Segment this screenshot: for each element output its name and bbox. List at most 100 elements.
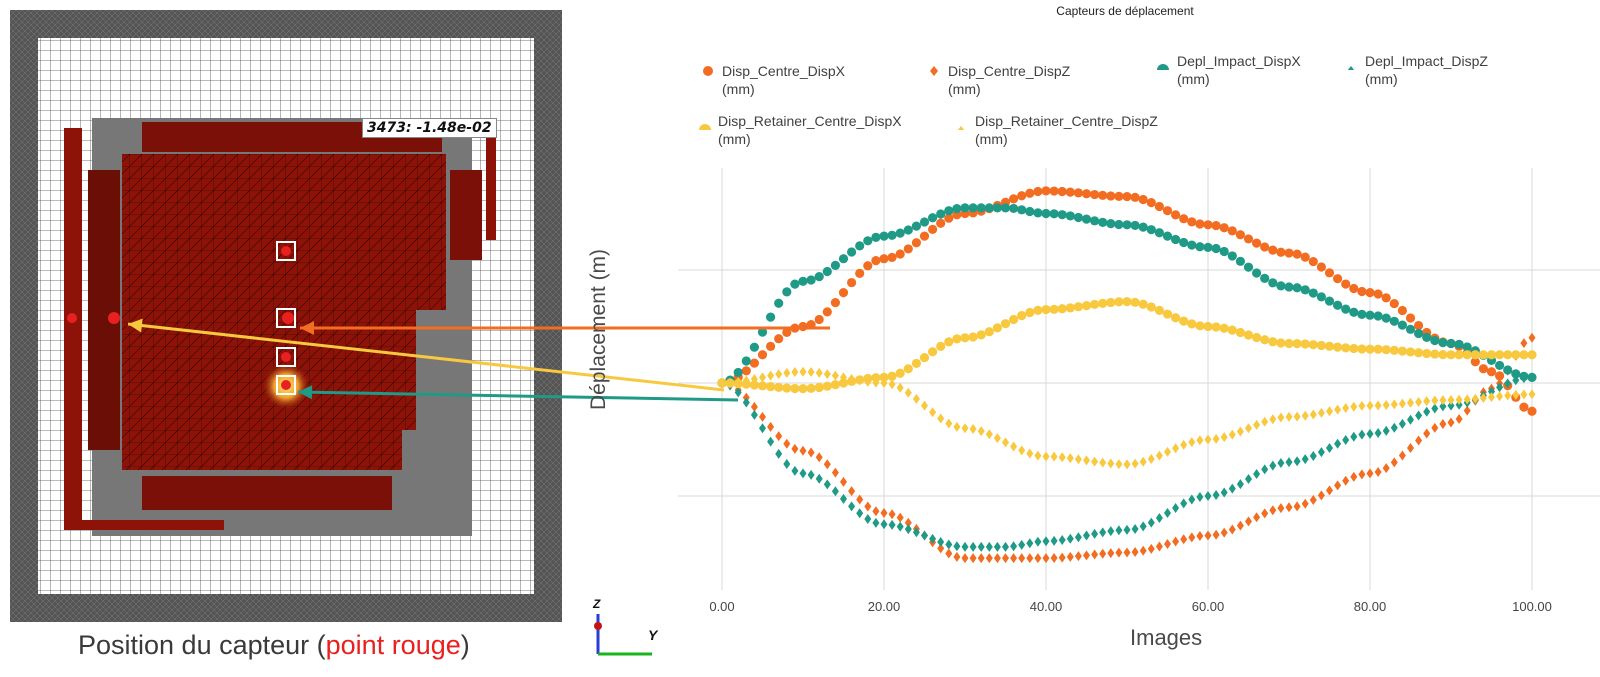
data-point bbox=[1172, 536, 1180, 547]
legend-diamond-yellow-icon bbox=[957, 126, 965, 130]
data-point bbox=[822, 381, 832, 391]
data-point bbox=[1025, 307, 1035, 318]
axis-y-label: Y bbox=[648, 627, 659, 643]
data-point bbox=[1382, 425, 1390, 436]
data-point bbox=[1000, 203, 1011, 213]
legend-item-depl-impact-dispz[interactable]: Depl_Impact_DispZ (mm) bbox=[1343, 52, 1488, 88]
data-point bbox=[1317, 490, 1325, 501]
data-point bbox=[1122, 220, 1132, 230]
data-point bbox=[1066, 453, 1074, 464]
data-point bbox=[1235, 256, 1245, 266]
data-point bbox=[863, 261, 873, 271]
data-point bbox=[1033, 208, 1043, 218]
data-point bbox=[1227, 226, 1237, 236]
data-point bbox=[718, 378, 726, 388]
data-point bbox=[1366, 428, 1374, 439]
data-point bbox=[1390, 457, 1398, 468]
data-point bbox=[1139, 521, 1147, 532]
data-point bbox=[1268, 337, 1278, 347]
data-point bbox=[919, 217, 930, 227]
data-point bbox=[1050, 552, 1058, 563]
caption-prefix: Position du capteur ( bbox=[78, 630, 326, 660]
data-point bbox=[1228, 429, 1236, 440]
data-point bbox=[1309, 409, 1317, 420]
data-point bbox=[759, 411, 766, 422]
data-point bbox=[742, 392, 750, 403]
data-point bbox=[1446, 338, 1456, 349]
data-point bbox=[814, 314, 824, 325]
data-point bbox=[1358, 429, 1366, 440]
data-point bbox=[1316, 340, 1326, 351]
data-point bbox=[1373, 344, 1383, 354]
data-point bbox=[895, 249, 905, 259]
data-point bbox=[1479, 392, 1487, 403]
data-point bbox=[1002, 437, 1009, 448]
data-point bbox=[1147, 453, 1155, 464]
data-point bbox=[896, 382, 904, 393]
data-point bbox=[1308, 256, 1318, 267]
data-point bbox=[984, 327, 994, 337]
legend-item-disp-centre-dispz[interactable]: Disp_Centre_DispZ (mm) bbox=[926, 62, 1070, 98]
data-point bbox=[1073, 302, 1083, 312]
data-point bbox=[1462, 350, 1472, 360]
data-point bbox=[879, 231, 889, 241]
data-point bbox=[1495, 350, 1505, 360]
legend-item-retainer-dispz[interactable]: Disp_Retainer_Centre_DispZ (mm) bbox=[953, 112, 1158, 148]
data-point bbox=[1478, 364, 1488, 374]
data-point bbox=[1099, 527, 1107, 538]
legend-circle-yellow-icon bbox=[699, 124, 711, 130]
data-point bbox=[1130, 297, 1140, 307]
legend-item-disp-centre-dispx[interactable]: Disp_Centre_DispX (mm) bbox=[700, 62, 845, 98]
data-point bbox=[1211, 243, 1221, 254]
legend-item-depl-impact-dispx[interactable]: Depl_Impact_DispX (mm) bbox=[1155, 52, 1301, 88]
data-point bbox=[937, 543, 945, 554]
data-point bbox=[1423, 406, 1431, 417]
data-point bbox=[1261, 416, 1269, 427]
data-point bbox=[1269, 460, 1277, 471]
data-point bbox=[1083, 530, 1090, 541]
data-point bbox=[799, 445, 807, 456]
data-point bbox=[814, 382, 824, 393]
data-point bbox=[1009, 194, 1019, 204]
data-point bbox=[1398, 398, 1406, 409]
data-point bbox=[1091, 549, 1099, 560]
data-point bbox=[1423, 428, 1431, 439]
data-point bbox=[1495, 371, 1505, 381]
data-point bbox=[1219, 246, 1229, 257]
data-point bbox=[1334, 404, 1342, 415]
data-point bbox=[757, 350, 768, 360]
mesh-render bbox=[10, 10, 562, 622]
data-point bbox=[750, 409, 758, 420]
data-point bbox=[1107, 526, 1115, 537]
data-point bbox=[1341, 279, 1351, 289]
data-point bbox=[1002, 541, 1009, 552]
data-point bbox=[1106, 191, 1116, 201]
data-point bbox=[726, 380, 734, 391]
data-point bbox=[895, 228, 905, 238]
data-point bbox=[1462, 348, 1472, 358]
data-point bbox=[1114, 297, 1124, 307]
probe-value-label: 3473: -1.48e-02 bbox=[362, 118, 497, 138]
data-point bbox=[1196, 435, 1204, 446]
data-point bbox=[790, 323, 800, 333]
data-point bbox=[919, 231, 930, 241]
data-point bbox=[1389, 316, 1399, 326]
data-point bbox=[1195, 242, 1205, 252]
data-point bbox=[1034, 553, 1042, 564]
data-point bbox=[1407, 397, 1414, 408]
data-point bbox=[1478, 350, 1488, 360]
data-point bbox=[1154, 305, 1164, 315]
data-point bbox=[969, 423, 977, 434]
data-point bbox=[919, 352, 930, 363]
data-point bbox=[1130, 220, 1140, 231]
data-point bbox=[1099, 548, 1107, 559]
legend-item-retainer-dispx[interactable]: Disp_Retainer_Centre_DispX (mm) bbox=[696, 112, 902, 148]
data-point bbox=[759, 372, 766, 383]
data-point bbox=[976, 206, 986, 216]
data-point bbox=[791, 443, 799, 454]
data-point bbox=[1162, 309, 1173, 319]
data-point bbox=[1195, 219, 1205, 229]
data-point bbox=[1415, 410, 1423, 421]
data-point bbox=[872, 517, 880, 528]
data-point bbox=[1131, 458, 1139, 469]
